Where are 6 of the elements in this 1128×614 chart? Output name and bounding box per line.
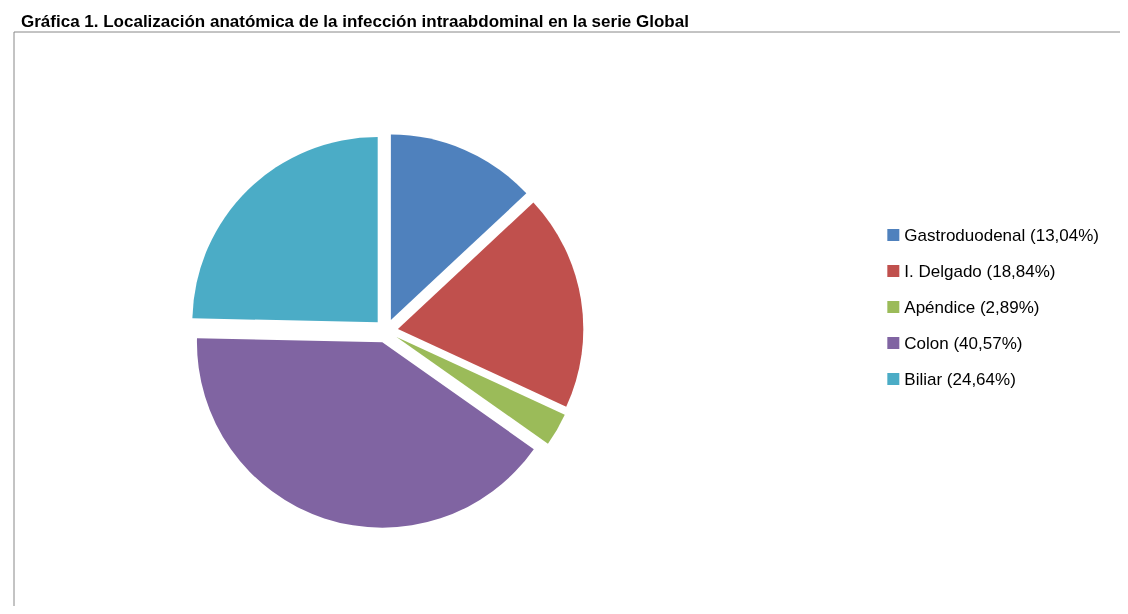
legend-label: Biliar (24,64%) [904, 369, 1016, 389]
legend-label: I. Delgado (18,84%) [904, 261, 1056, 281]
legend-label: Colon (40,57%) [904, 333, 1023, 353]
legend-label: Gastroduodenal (13,04%) [904, 225, 1100, 245]
legend-label: Apéndice (2,89%) [904, 297, 1040, 317]
chart-title: Gráfica 1. Localización anatómica de la infección intraabdominal en la serie Global [21, 12, 689, 31]
